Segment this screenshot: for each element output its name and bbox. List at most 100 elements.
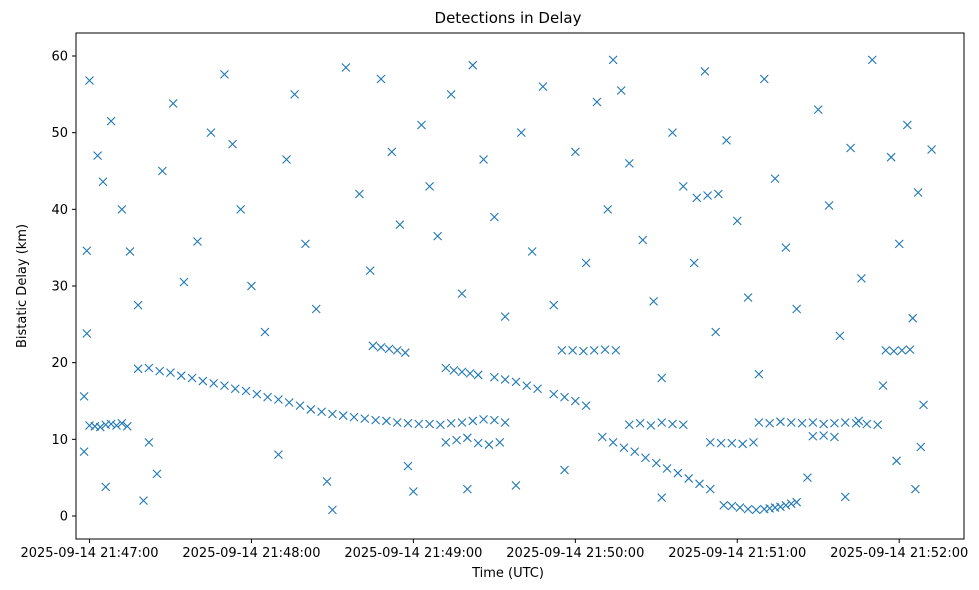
data-point [581, 401, 591, 410]
data-point [209, 378, 219, 388]
data-point [468, 60, 478, 70]
data-point [776, 417, 785, 427]
data-point [125, 247, 135, 256]
data-point [678, 181, 688, 191]
data-point [616, 86, 626, 95]
data-point [139, 496, 148, 506]
y-tick-label: 20 [51, 356, 68, 371]
data-point [484, 440, 494, 450]
data-point [117, 418, 127, 428]
data-point [341, 63, 351, 72]
data-point [144, 438, 154, 447]
data-point [290, 89, 300, 99]
data-point [452, 435, 461, 445]
data-point [813, 105, 823, 115]
data-point [646, 421, 656, 430]
data-point [400, 348, 410, 358]
data-point [360, 414, 370, 424]
plot-area [76, 33, 964, 539]
data-point [403, 461, 413, 471]
data-point [473, 370, 483, 380]
data-point [560, 465, 569, 475]
data-point [705, 438, 715, 447]
data-point [328, 505, 337, 515]
chart-title: Detections in Delay [435, 9, 582, 27]
data-point [462, 484, 472, 494]
data-point [624, 420, 634, 430]
data-point [892, 456, 901, 466]
data-point [95, 422, 105, 432]
data-point [638, 235, 648, 245]
data-point [465, 369, 475, 378]
data-point [122, 421, 132, 431]
data-point [85, 76, 94, 85]
data-point [106, 419, 116, 429]
data-point [417, 120, 426, 130]
y-tick-label: 30 [51, 280, 68, 295]
data-point [695, 479, 704, 489]
x-tick-label: 2025-09-14 21:51:00 [668, 546, 806, 561]
data-point [260, 327, 270, 337]
data-point [808, 418, 818, 427]
data-point [630, 447, 640, 456]
data-point [867, 55, 877, 65]
data-point [689, 258, 699, 268]
data-point [457, 289, 467, 299]
x-tick-label: 2025-09-14 21:50:00 [506, 546, 644, 561]
data-point [157, 166, 167, 176]
data-point [79, 447, 89, 456]
data-point [678, 420, 688, 430]
data-point [247, 281, 256, 291]
data-point [557, 346, 567, 355]
data-point [570, 396, 580, 406]
data-point [166, 368, 175, 378]
data-point [79, 392, 89, 401]
y-tick-label: 50 [51, 126, 68, 141]
data-point [579, 346, 588, 356]
data-point [479, 155, 488, 164]
data-point [719, 500, 729, 510]
data-point [854, 416, 864, 426]
x-tick-label: 2025-09-14 21:52:00 [830, 546, 968, 561]
data-point [368, 341, 378, 351]
data-point [236, 204, 246, 214]
data-point [93, 151, 102, 161]
data-point [716, 438, 726, 448]
data-point [395, 220, 405, 230]
data-point [897, 346, 907, 355]
data-markers [79, 55, 936, 515]
data-point [700, 66, 710, 76]
data-point [830, 418, 839, 428]
data-point [317, 407, 327, 417]
data-point [581, 258, 591, 268]
data-point [101, 482, 111, 492]
data-point [589, 346, 599, 355]
data-point [641, 453, 650, 463]
y-tick-label: 60 [51, 50, 68, 65]
data-point [306, 405, 316, 414]
data-point [441, 363, 451, 373]
data-point [549, 300, 559, 310]
data-point [311, 304, 321, 314]
data-point [770, 174, 780, 184]
data-point [743, 504, 753, 514]
data-point [927, 145, 936, 154]
data-point [840, 492, 850, 502]
data-point [511, 377, 521, 387]
data-point [133, 364, 143, 374]
data-point [657, 493, 667, 502]
data-point [533, 384, 542, 394]
data-point [206, 128, 216, 138]
y-tick-label: 10 [51, 433, 68, 448]
data-point [673, 468, 683, 478]
data-point [919, 400, 928, 410]
data-point [522, 381, 532, 391]
data-point [765, 418, 775, 428]
data-point [338, 411, 348, 420]
data-point [252, 389, 262, 399]
data-point [538, 82, 548, 92]
data-point [144, 363, 154, 373]
y-tick-label: 40 [51, 203, 68, 218]
data-point [749, 438, 758, 447]
y-axis-ticks: 0 10 20 30 40 50 60 [51, 50, 76, 525]
